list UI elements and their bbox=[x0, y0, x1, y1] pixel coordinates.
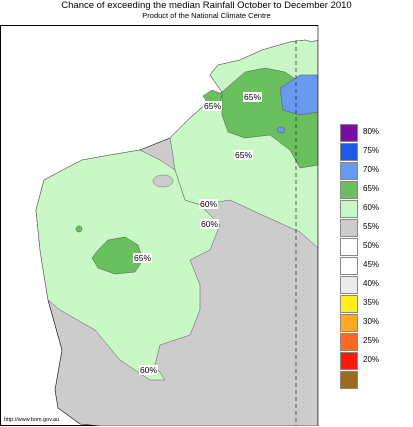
legend-label: 65% bbox=[363, 184, 380, 193]
legend-label: 70% bbox=[363, 165, 380, 174]
legend-swatch bbox=[340, 257, 358, 275]
legend-swatch bbox=[340, 295, 358, 313]
legend-swatch bbox=[340, 276, 358, 294]
legend-swatch bbox=[340, 219, 358, 237]
legend-swatch bbox=[340, 238, 358, 256]
small-65-spot bbox=[75, 225, 83, 233]
legend-label: 55% bbox=[363, 222, 380, 231]
map-label: 60% bbox=[139, 365, 159, 375]
legend-swatch bbox=[340, 314, 358, 332]
legend-swatch bbox=[340, 143, 358, 161]
legend-label: 60% bbox=[363, 203, 380, 212]
legend-swatch bbox=[340, 333, 358, 351]
map-subtitle: Product of the National Climate Centre bbox=[142, 11, 271, 20]
interior-65-region bbox=[91, 236, 144, 275]
legend-swatch bbox=[340, 352, 358, 370]
map-label: 65% bbox=[234, 150, 254, 160]
map-label: 65% bbox=[133, 253, 153, 263]
legend-label: 80% bbox=[363, 127, 380, 136]
legend-swatch bbox=[340, 162, 358, 180]
small-70-spot bbox=[276, 126, 286, 134]
credit-url: http://www.bom.gov.au bbox=[4, 417, 60, 423]
map-label: 65% bbox=[243, 92, 263, 102]
legend-label: 40% bbox=[363, 279, 380, 288]
rainfall-map bbox=[35, 25, 411, 426]
legend-swatch bbox=[340, 181, 358, 199]
legend-swatch bbox=[340, 200, 358, 218]
map-label: 60% bbox=[199, 199, 219, 209]
legend-swatch bbox=[340, 371, 358, 389]
map-label: 65% bbox=[203, 101, 223, 111]
legend-label: 20% bbox=[363, 355, 380, 364]
legend-label: 25% bbox=[363, 336, 380, 345]
map-label: 60% bbox=[200, 219, 220, 229]
legend-label: 35% bbox=[363, 298, 380, 307]
legend-label: 30% bbox=[363, 317, 380, 326]
legend-label: 50% bbox=[363, 241, 380, 250]
legend-label: 75% bbox=[363, 146, 380, 155]
map-title: Chance of exceeding the median Rainfall … bbox=[61, 0, 352, 11]
legend-label: 45% bbox=[363, 260, 380, 269]
east-sea bbox=[318, 25, 411, 426]
north-island bbox=[152, 174, 174, 188]
legend-swatch bbox=[340, 124, 358, 142]
